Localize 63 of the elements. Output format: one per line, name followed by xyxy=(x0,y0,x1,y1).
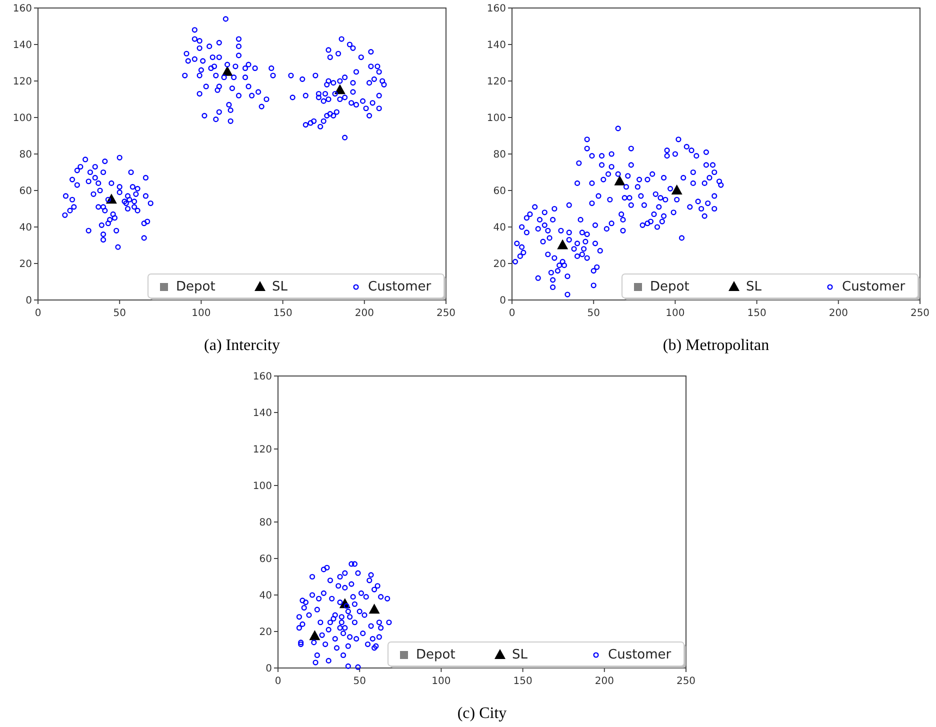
y-tick-label: 120 xyxy=(252,444,272,456)
point xyxy=(557,239,568,250)
point xyxy=(368,604,380,614)
legend-label: Depot xyxy=(416,648,456,663)
y-tick-label: 60 xyxy=(19,186,32,197)
y-tick-label: 0 xyxy=(500,296,506,306)
y-tick-label: 20 xyxy=(259,627,272,638)
legend-label: Depot xyxy=(650,280,690,295)
y-tick-label: 60 xyxy=(493,186,506,197)
y-tick-label: 140 xyxy=(486,40,506,51)
x-tick-label: 250 xyxy=(910,308,930,319)
legend-label: Customer xyxy=(608,648,672,663)
y-tick-label: 100 xyxy=(252,481,272,492)
y-tick-label: 140 xyxy=(252,408,272,419)
x-tick-label: 50 xyxy=(353,676,366,687)
text: (a) Intercity xyxy=(204,337,280,354)
y-tick-label: 40 xyxy=(19,222,32,234)
x-tick-label: 0 xyxy=(34,308,42,319)
y-tick-label: 160 xyxy=(12,4,32,14)
y-tick-label: 100 xyxy=(12,113,32,124)
x-tick-label: 100 xyxy=(192,308,211,319)
y-tick-label: 80 xyxy=(259,518,272,528)
x-tick-label: 0 xyxy=(508,308,516,319)
y-tick-label: 20 xyxy=(493,259,506,270)
y-tick-label: 20 xyxy=(19,259,32,270)
y-tick-label: 100 xyxy=(486,113,506,124)
x-tick-label: 0 xyxy=(274,676,282,687)
y-tick-label: 160 xyxy=(486,4,506,14)
x-tick-label: 50 xyxy=(113,308,126,319)
x-tick-label: 150 xyxy=(273,308,292,319)
y-tick-label: 0 xyxy=(266,664,272,674)
x-tick-label: 200 xyxy=(828,308,848,319)
legend-label: Customer xyxy=(842,280,906,295)
x-tick-label: 200 xyxy=(354,308,374,319)
y-tick-label: 120 xyxy=(12,76,32,88)
y-tick-label: 40 xyxy=(259,590,272,602)
legend-label: SL xyxy=(746,280,762,295)
y-tick-label: 160 xyxy=(252,372,272,382)
legend-label: SL xyxy=(512,648,528,663)
y-tick-label: 120 xyxy=(486,76,506,88)
y-tick-label: 140 xyxy=(12,40,32,51)
x-tick-label: 250 xyxy=(436,308,456,319)
x-tick-label: 150 xyxy=(747,308,766,319)
legend-label: SL xyxy=(272,280,288,295)
y-tick-label: 80 xyxy=(493,150,506,160)
x-tick-label: 150 xyxy=(513,676,532,687)
point xyxy=(309,630,320,640)
legend-label: Customer xyxy=(368,280,432,295)
y-tick-label: 0 xyxy=(26,296,32,306)
point xyxy=(614,175,626,186)
y-tick-label: 80 xyxy=(19,150,32,160)
y-tick-label: 40 xyxy=(493,222,506,234)
x-tick-label: 250 xyxy=(676,676,696,687)
x-tick-label: 200 xyxy=(594,676,614,687)
x-tick-label: 100 xyxy=(666,308,685,319)
x-tick-label: 50 xyxy=(587,308,600,319)
text: (b) Metropolitan xyxy=(662,337,770,354)
point xyxy=(334,84,346,94)
x-tick-label: 100 xyxy=(432,676,451,687)
point xyxy=(671,184,682,194)
y-tick-label: 60 xyxy=(259,554,272,565)
legend-label: Depot xyxy=(176,280,216,295)
text: (c) City xyxy=(457,705,507,722)
